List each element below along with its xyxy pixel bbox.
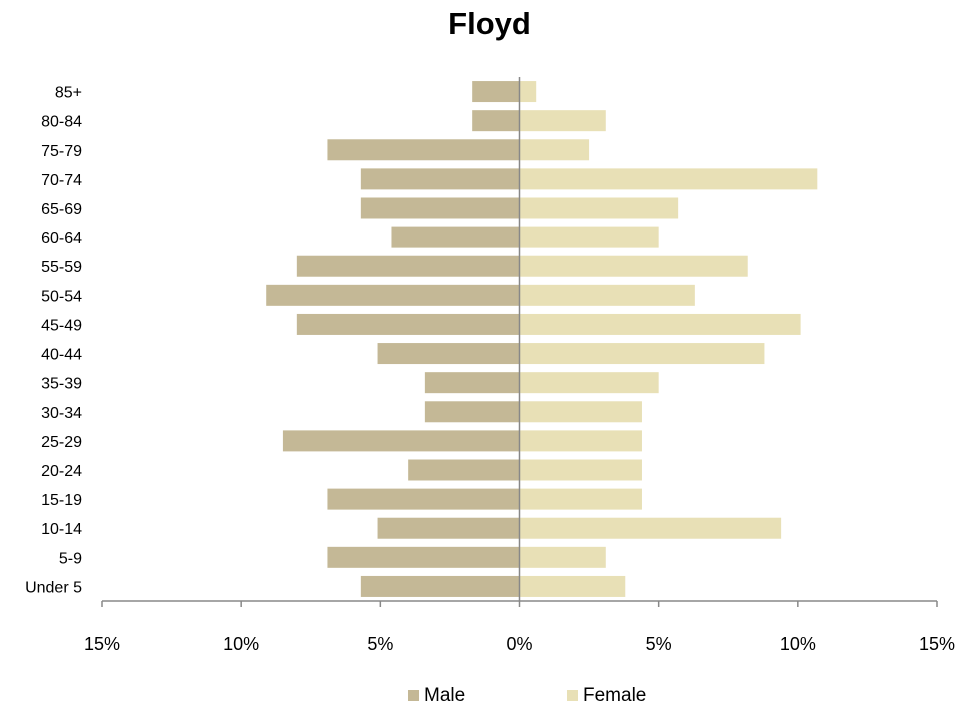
male-bar <box>360 575 520 597</box>
legend-female-swatch <box>567 690 578 701</box>
male-bar <box>266 284 520 306</box>
female-bar <box>519 459 642 481</box>
male-bar <box>472 110 520 132</box>
female-bar <box>519 488 642 510</box>
x-tick-label: 10% <box>223 634 259 654</box>
female-bar <box>519 284 695 306</box>
female-bar <box>519 546 606 568</box>
y-tick-label: 35-39 <box>41 376 82 393</box>
y-tick-label: 15-19 <box>41 492 82 509</box>
y-tick-label: 30-34 <box>41 405 82 422</box>
chart-title: Floyd <box>448 6 531 41</box>
male-bar <box>424 401 520 423</box>
female-bar <box>519 226 659 248</box>
male-bar <box>296 313 520 335</box>
female-bar <box>519 255 748 277</box>
male-bar <box>472 81 520 103</box>
y-tick-label: 45-49 <box>41 317 82 334</box>
male-bar <box>360 168 520 190</box>
x-tick-label: 10% <box>780 634 816 654</box>
x-tick-label: 5% <box>646 634 672 654</box>
male-bar <box>327 139 520 161</box>
y-tick-label: 80-84 <box>41 114 82 131</box>
female-bar <box>519 313 801 335</box>
female-bar <box>519 110 606 132</box>
female-bar <box>519 575 626 597</box>
female-bar <box>519 81 537 103</box>
y-tick-label: 70-74 <box>41 172 82 189</box>
female-bar <box>519 139 590 161</box>
male-bar <box>391 226 520 248</box>
female-bar <box>519 168 818 190</box>
female-bar <box>519 430 642 452</box>
legend-male-label: Male <box>424 685 465 706</box>
male-bar <box>377 517 520 539</box>
male-bar <box>360 197 520 219</box>
y-tick-label: 10-14 <box>41 521 82 538</box>
female-bar <box>519 372 659 394</box>
legend-male-swatch <box>408 690 419 701</box>
x-tick-label: 15% <box>919 634 955 654</box>
y-tick-label: 25-29 <box>41 434 82 451</box>
y-tick-label: 50-54 <box>41 288 82 305</box>
male-bar <box>327 488 520 510</box>
y-tick-label: 75-79 <box>41 143 82 160</box>
male-bar <box>408 459 520 481</box>
female-bar <box>519 401 642 423</box>
y-tick-label: 5-9 <box>59 550 82 567</box>
y-tick-label: 20-24 <box>41 463 82 480</box>
legend-female-label: Female <box>583 685 646 706</box>
x-tick-label: 5% <box>367 634 393 654</box>
y-tick-label: 60-64 <box>41 230 82 247</box>
x-tick-label: 15% <box>84 634 120 654</box>
male-bar <box>282 430 520 452</box>
male-bar <box>296 255 520 277</box>
x-tick-label: 0% <box>506 634 532 654</box>
y-tick-label: 55-59 <box>41 259 82 276</box>
female-bar <box>519 343 765 365</box>
female-bar <box>519 517 782 539</box>
male-bar <box>377 343 520 365</box>
male-bar <box>424 372 520 394</box>
y-tick-label: 85+ <box>55 85 82 102</box>
y-tick-label: 40-44 <box>41 347 82 364</box>
male-bar <box>327 546 520 568</box>
y-tick-label: Under 5 <box>25 579 82 596</box>
female-bar <box>519 197 679 219</box>
y-tick-label: 65-69 <box>41 201 82 218</box>
